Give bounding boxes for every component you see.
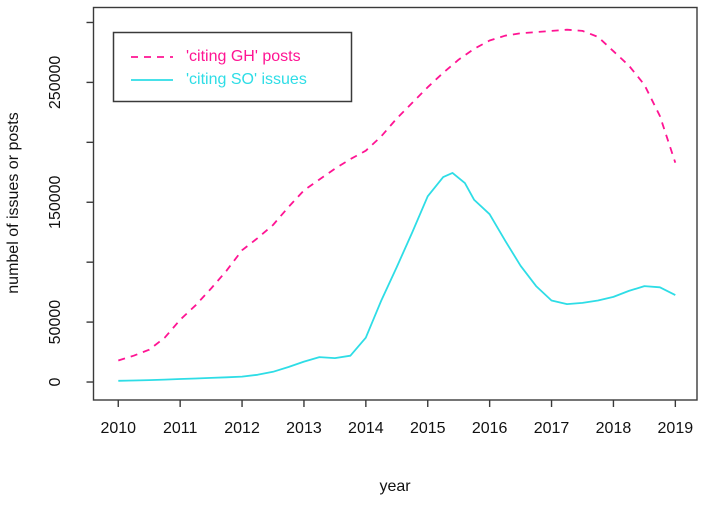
y-axis-title: numbel of issues or posts [5, 112, 22, 294]
legend-label-so-issues: 'citing SO' issues [186, 71, 307, 88]
x-tick-label: 2012 [224, 420, 260, 437]
x-tick-label: 2010 [100, 420, 136, 437]
y-tick-label: 0 [47, 377, 64, 386]
x-tick-label: 2019 [658, 420, 694, 437]
plot-border [92, 6, 698, 401]
x-tick-label: 2011 [163, 420, 198, 437]
x-tick-label: 2014 [348, 420, 384, 437]
x-tick-label: 2018 [596, 420, 632, 437]
series-line-0 [118, 28, 677, 362]
y-tick-label: 50000 [47, 300, 64, 345]
legend-box [112, 31, 353, 103]
x-axis-title: year [379, 478, 411, 495]
x-tick-label: 2017 [534, 420, 570, 437]
x-tick-label: 2015 [410, 420, 446, 437]
y-tick-label: 250000 [47, 56, 64, 109]
legend-label-gh-posts: 'citing GH' posts [186, 48, 301, 65]
x-tick-label: 2016 [472, 420, 508, 437]
series-line-1 [118, 171, 676, 382]
x-tick-label: 2013 [286, 420, 322, 437]
y-tick-label: 150000 [47, 175, 64, 228]
